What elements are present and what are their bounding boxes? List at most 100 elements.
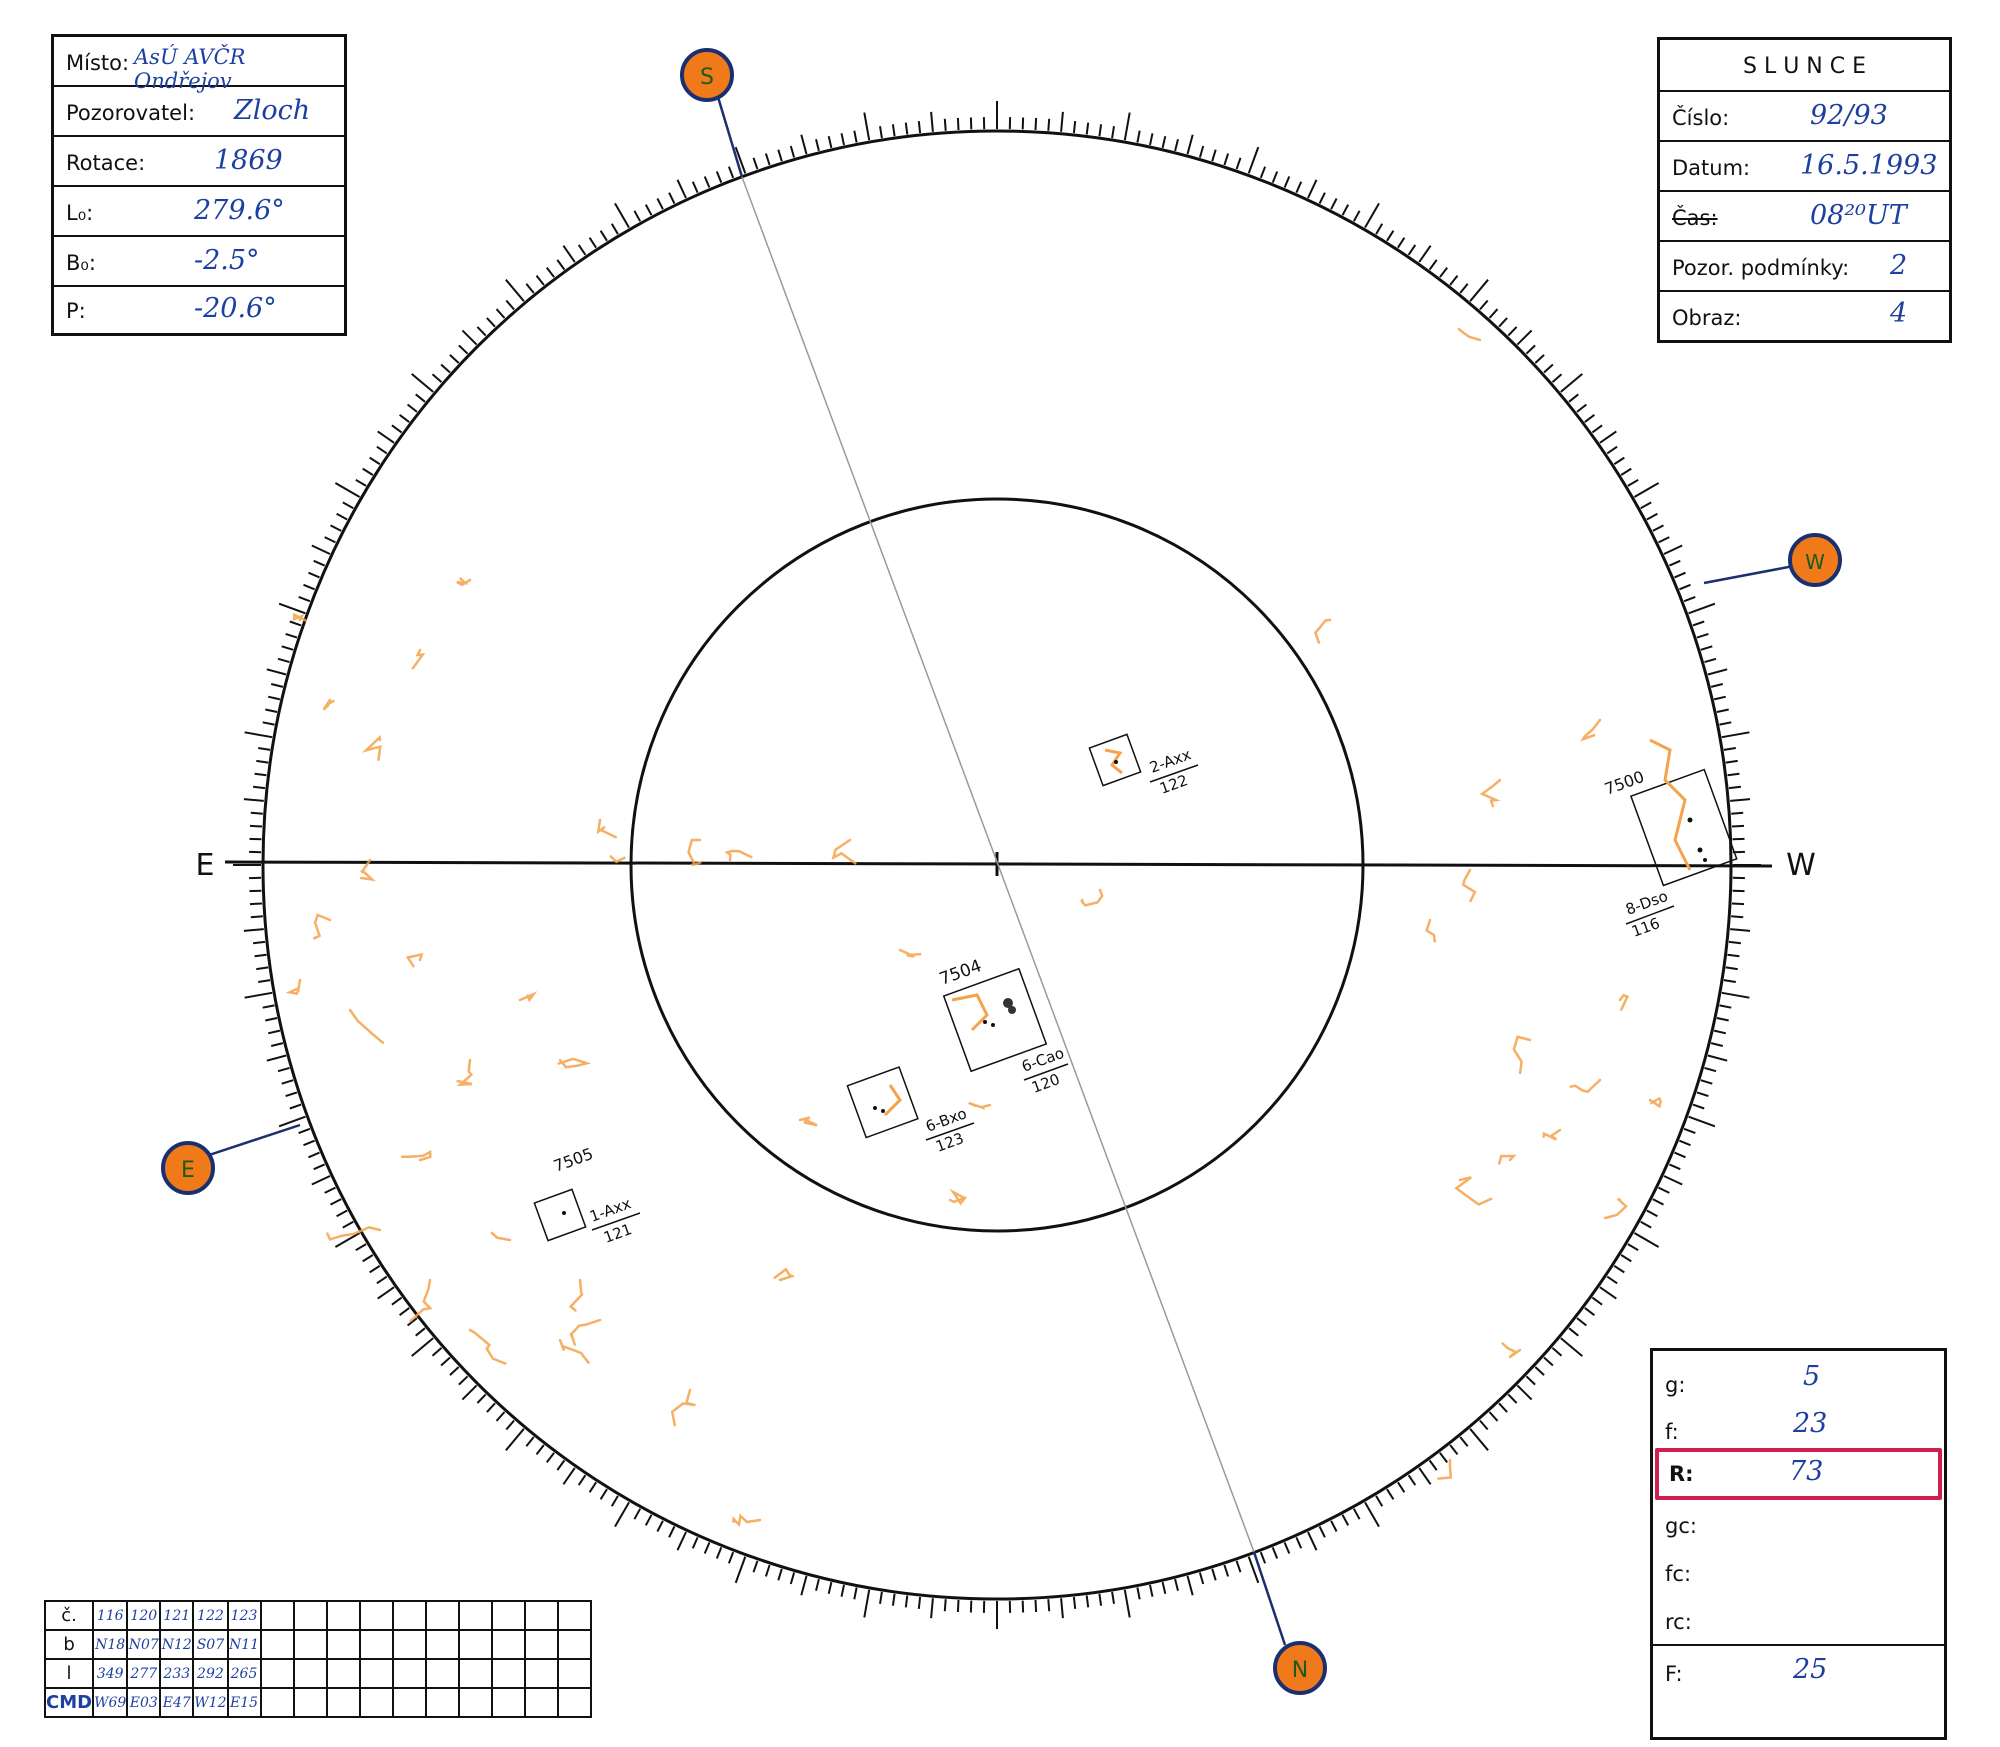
tick-mark (588, 237, 597, 249)
tick-mark (243, 928, 264, 932)
tick-mark (1727, 953, 1740, 958)
tick-mark (266, 1054, 287, 1062)
tick-mark (1247, 1556, 1260, 1584)
tick-mark (1560, 373, 1583, 393)
table-cell-empty (424, 1687, 460, 1718)
table-cell-empty (325, 1600, 361, 1631)
table-cell-empty (457, 1629, 493, 1660)
tick-mark (827, 1581, 833, 1595)
tick-mark (599, 230, 608, 242)
facula-stroke (322, 698, 335, 711)
p-value: -20.6° (194, 293, 277, 324)
facula-stroke (798, 1116, 818, 1127)
sunspot-group-120: 7504 6-Cao 120 (937, 956, 1069, 1097)
table-cell: S07 (192, 1629, 229, 1660)
tick-mark (449, 1366, 460, 1376)
tick-mark (1161, 135, 1167, 149)
spot (1008, 1006, 1016, 1014)
tick-mark (703, 176, 711, 188)
stats-row-f: f: 23 (1653, 1400, 1944, 1448)
tick-mark (1498, 1402, 1508, 1413)
tick-mark (252, 785, 266, 790)
tick-mark (1688, 602, 1716, 615)
tick-mark (285, 1091, 298, 1098)
tick-mark (1663, 1175, 1683, 1186)
tick-mark (461, 329, 478, 346)
facula-stroke (1461, 868, 1477, 903)
facula-stroke (569, 1318, 602, 1346)
tick-mark (391, 1296, 403, 1306)
tick-mark (863, 1589, 871, 1618)
tick-mark (1725, 966, 1738, 971)
tick-mark (406, 403, 418, 413)
tick-mark (777, 149, 783, 162)
table-cell: 121 (159, 1600, 195, 1631)
tick-mark (1364, 1501, 1380, 1528)
facula-stroke (596, 818, 618, 839)
tick-mark (956, 117, 960, 131)
table-cell-empty (259, 1600, 295, 1631)
stats-row-rc: rc: (1653, 1596, 1944, 1644)
tick-mark (853, 1587, 858, 1600)
tick-mark (289, 1103, 302, 1110)
tick-mark (1161, 1581, 1167, 1595)
compass-s-label: S (700, 65, 714, 90)
tick-mark (1072, 120, 1077, 134)
compass-e-label: E (181, 1158, 195, 1183)
facula-stroke (1580, 718, 1602, 742)
tick-mark (1098, 1593, 1103, 1606)
tick-mark (1534, 354, 1545, 364)
facula-stroke (312, 913, 332, 940)
tick-mark (1174, 138, 1179, 152)
sunspot-group-121: 7505 1-Axx 121 (533, 1144, 641, 1247)
facula-stroke (898, 948, 922, 958)
table-row-header: CMD (43, 1687, 95, 1718)
tick-mark (614, 1501, 630, 1528)
info-row-podminky: Pozor. podmínky: 2 (1660, 242, 1949, 292)
rotace-label: Rotace: (66, 151, 146, 175)
tick-mark (656, 198, 664, 210)
table-cell-empty (358, 1600, 394, 1631)
facula-stroke (285, 978, 302, 995)
tick-mark (556, 1459, 566, 1471)
tick-mark (1428, 1459, 1438, 1471)
facula-stroke (1497, 1154, 1517, 1165)
group-id: 120 (1029, 1070, 1062, 1097)
tick-mark (486, 1402, 496, 1413)
tick-mark (1730, 798, 1751, 802)
table-cell-empty (490, 1658, 526, 1689)
tick-mark (1375, 223, 1384, 235)
tick-mark (369, 1265, 381, 1274)
l0-value: 279.6° (194, 195, 285, 226)
tick-mark (535, 1444, 545, 1456)
tick-mark (505, 279, 525, 302)
compass-e-marker: E (161, 1141, 215, 1195)
tick-mark (1375, 1495, 1384, 1507)
tick-mark (449, 354, 460, 364)
axis-west-label: W (1786, 848, 1816, 883)
tick-mark (891, 124, 896, 137)
facula-stroke (968, 1101, 992, 1110)
tick-mark (1386, 230, 1395, 242)
tick-mark (1516, 1384, 1533, 1401)
tick-mark (1613, 456, 1625, 465)
tick-mark (313, 559, 326, 567)
table-cell: N18 (92, 1629, 129, 1660)
axis-line-s (716, 96, 744, 178)
tick-mark (334, 482, 361, 498)
group-rule (925, 1122, 975, 1141)
facula-stroke (732, 1513, 762, 1528)
tick-mark (1688, 1115, 1716, 1128)
tick-mark (415, 1327, 426, 1337)
tick-mark (930, 111, 934, 132)
facula-stroke (1618, 993, 1630, 1011)
table-cell: W69 (92, 1687, 129, 1718)
tick-mark (1418, 1467, 1432, 1485)
tick-mark (891, 1593, 896, 1606)
compass-w-marker: W (1788, 533, 1842, 587)
tick-mark (1584, 1307, 1596, 1316)
tick-mark (610, 1495, 619, 1507)
tick-mark (1330, 1520, 1338, 1532)
table-cell: 349 (92, 1658, 129, 1689)
tick-mark (486, 317, 496, 328)
